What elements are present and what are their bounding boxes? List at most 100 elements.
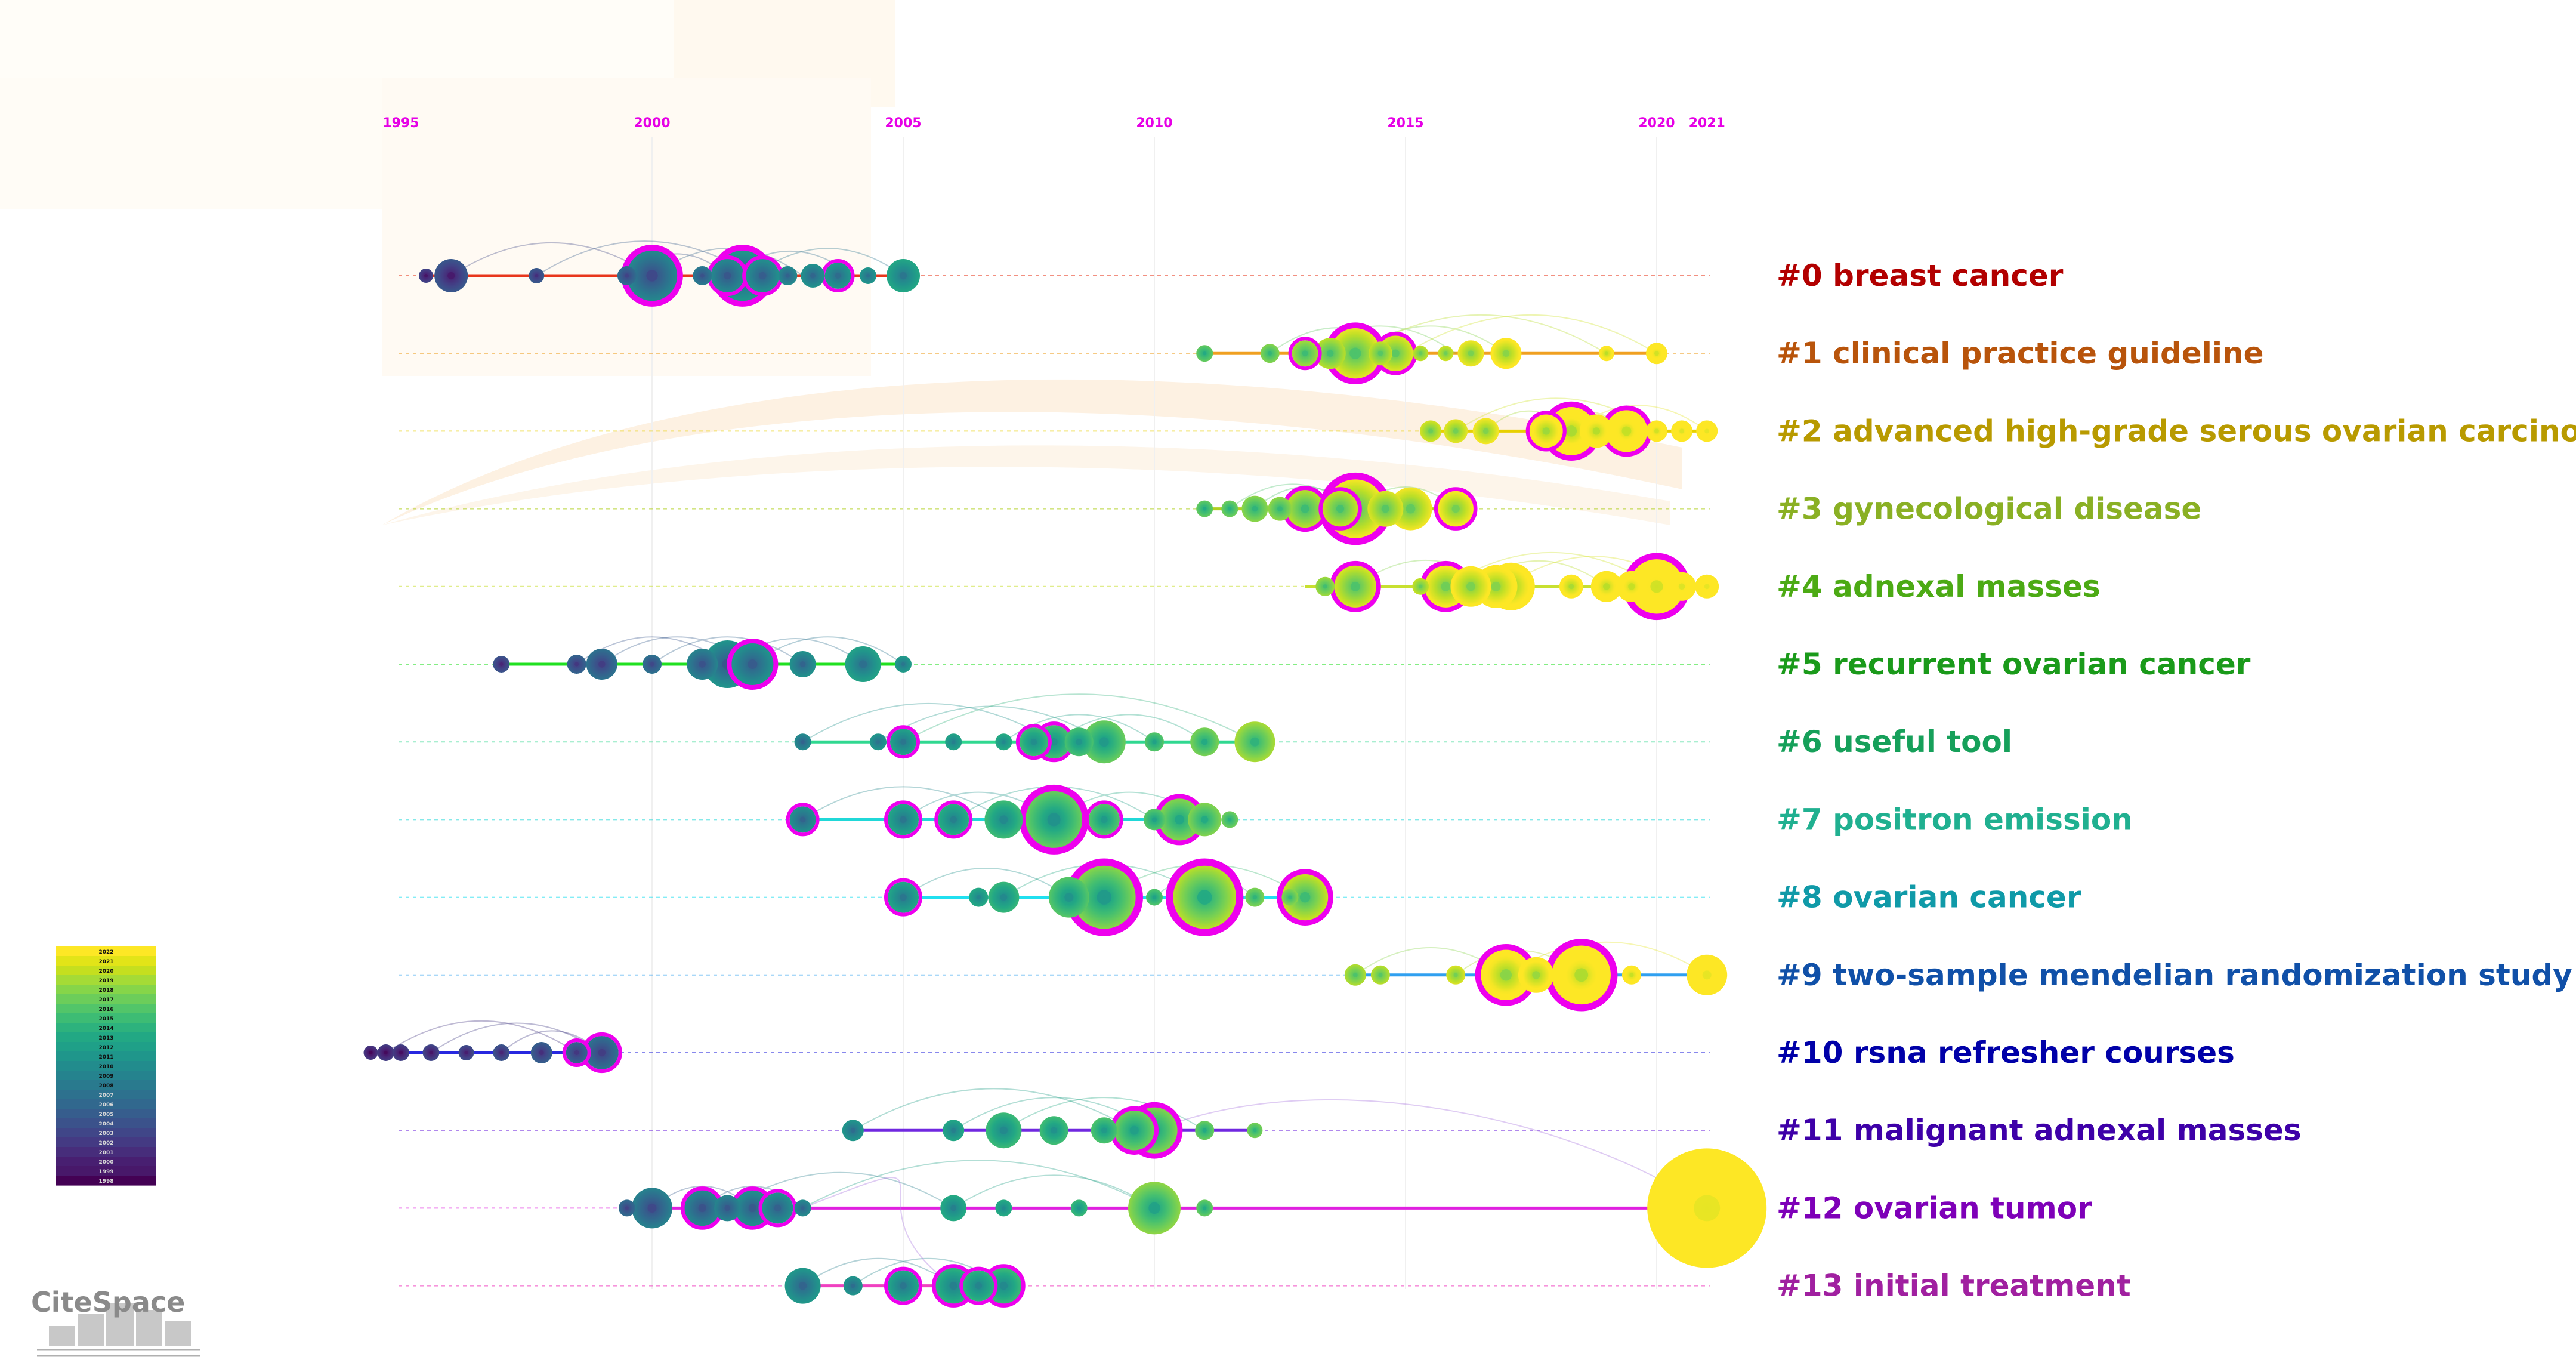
citation-node[interactable] xyxy=(530,1042,552,1063)
citation-node[interactable] xyxy=(786,803,820,837)
citation-node[interactable] xyxy=(984,800,1023,839)
citation-node[interactable] xyxy=(643,655,662,674)
citation-node[interactable] xyxy=(869,733,887,751)
citation-node[interactable] xyxy=(727,639,779,690)
citation-node[interactable] xyxy=(887,725,920,759)
citation-node[interactable] xyxy=(363,1046,378,1060)
citation-node[interactable] xyxy=(1241,495,1268,522)
citation-node[interactable] xyxy=(1412,578,1429,595)
citation-node[interactable] xyxy=(1128,1182,1181,1235)
citation-node[interactable] xyxy=(377,1044,394,1061)
citation-node[interactable] xyxy=(794,1199,811,1217)
citation-node[interactable] xyxy=(1091,1117,1117,1144)
citation-node[interactable] xyxy=(988,881,1020,913)
citation-node[interactable] xyxy=(1695,574,1719,599)
citation-node[interactable] xyxy=(422,1044,440,1061)
citation-node[interactable] xyxy=(943,1120,965,1142)
citation-node[interactable] xyxy=(821,259,855,292)
citation-node[interactable] xyxy=(618,1199,635,1217)
citation-node[interactable] xyxy=(845,646,881,682)
citation-node[interactable] xyxy=(1329,560,1381,612)
cluster-label-10[interactable]: #10 rsna refresher courses xyxy=(1777,1035,2235,1070)
citation-node[interactable] xyxy=(1490,338,1522,369)
citation-node[interactable] xyxy=(1646,343,1667,365)
citation-node[interactable] xyxy=(784,1268,821,1304)
cluster-label-6[interactable]: #6 useful tool xyxy=(1777,724,2012,759)
citation-node[interactable] xyxy=(1268,497,1292,521)
citation-node[interactable] xyxy=(860,267,877,284)
citation-node[interactable] xyxy=(1195,1121,1215,1140)
citation-node[interactable] xyxy=(945,733,962,751)
citation-node[interactable] xyxy=(1146,889,1163,906)
citation-node[interactable] xyxy=(1472,418,1499,445)
citation-node[interactable] xyxy=(884,1266,922,1305)
citation-node[interactable] xyxy=(1048,877,1089,918)
citation-node[interactable] xyxy=(529,268,545,283)
citation-node[interactable] xyxy=(1196,1199,1213,1217)
citation-node[interactable] xyxy=(393,1044,409,1061)
citation-node[interactable] xyxy=(493,1044,510,1061)
citation-node[interactable] xyxy=(458,1045,474,1060)
citation-node[interactable] xyxy=(1370,965,1390,985)
citation-node[interactable] xyxy=(934,800,973,839)
citation-node[interactable] xyxy=(884,800,922,839)
citation-node[interactable] xyxy=(1413,346,1429,362)
cluster-label-3[interactable]: #3 gynecological disease xyxy=(1777,492,2201,526)
citation-node[interactable] xyxy=(1559,574,1583,599)
citation-node[interactable] xyxy=(1687,954,1728,995)
citation-node[interactable] xyxy=(687,649,718,680)
citation-node[interactable] xyxy=(1196,500,1213,517)
citation-node[interactable] xyxy=(1234,721,1275,763)
citation-node[interactable] xyxy=(1245,887,1265,907)
citation-node[interactable] xyxy=(1085,800,1123,839)
citation-node[interactable] xyxy=(1288,337,1322,371)
citation-node[interactable] xyxy=(1518,957,1554,993)
citation-node[interactable] xyxy=(586,649,617,680)
citation-node[interactable] xyxy=(1621,965,1641,985)
cluster-label-7[interactable]: #7 positron emission xyxy=(1777,802,2133,837)
citation-node[interactable] xyxy=(758,1189,797,1228)
citation-node[interactable] xyxy=(1579,414,1613,448)
cluster-label-13[interactable]: #13 initial treatment xyxy=(1777,1269,2131,1303)
citation-node[interactable] xyxy=(493,656,510,673)
citation-node[interactable] xyxy=(1064,727,1094,757)
citation-node[interactable] xyxy=(1444,419,1468,443)
citation-node[interactable] xyxy=(1616,571,1647,602)
citation-node[interactable] xyxy=(969,887,989,907)
citation-node[interactable] xyxy=(986,1112,1022,1149)
citation-node[interactable] xyxy=(1368,341,1392,366)
citation-node[interactable] xyxy=(995,733,1012,751)
citation-node[interactable] xyxy=(1221,811,1238,828)
citation-node[interactable] xyxy=(1434,487,1478,531)
cluster-label-0[interactable]: #0 breast cancer xyxy=(1777,258,2064,293)
cluster-label-4[interactable]: #4 adnexal masses xyxy=(1777,569,2101,604)
citation-node[interactable] xyxy=(842,1120,864,1142)
citation-node[interactable] xyxy=(1420,420,1442,442)
citation-node[interactable] xyxy=(1446,965,1466,985)
citation-node[interactable] xyxy=(1039,1116,1068,1145)
citation-node[interactable] xyxy=(1457,340,1484,367)
citation-node[interactable] xyxy=(1450,566,1491,607)
citation-node[interactable] xyxy=(1367,491,1404,527)
citation-node[interactable] xyxy=(1598,346,1614,362)
citation-node[interactable] xyxy=(884,878,922,917)
citation-node[interactable] xyxy=(1667,572,1697,601)
citation-node[interactable] xyxy=(419,269,434,283)
citation-node[interactable] xyxy=(789,651,816,677)
citation-node[interactable] xyxy=(707,255,748,297)
citation-node[interactable] xyxy=(1110,1106,1159,1155)
citation-node[interactable] xyxy=(1019,784,1089,855)
citation-node[interactable] xyxy=(617,266,637,285)
citation-node[interactable] xyxy=(801,264,825,288)
cluster-label-12[interactable]: #12 ovarian tumor xyxy=(1777,1191,2092,1225)
cluster-label-11[interactable]: #11 malignant adnexal masses xyxy=(1777,1113,2302,1148)
citation-node[interactable] xyxy=(778,266,798,285)
citation-node[interactable] xyxy=(1188,803,1222,837)
citation-node[interactable] xyxy=(1545,939,1618,1012)
citation-node[interactable] xyxy=(1671,420,1693,442)
citation-node[interactable] xyxy=(1247,1123,1263,1139)
citation-node[interactable] xyxy=(1260,344,1280,363)
citation-node[interactable] xyxy=(1389,487,1432,531)
citation-node[interactable] xyxy=(632,1188,672,1229)
citation-node[interactable] xyxy=(1144,809,1165,831)
